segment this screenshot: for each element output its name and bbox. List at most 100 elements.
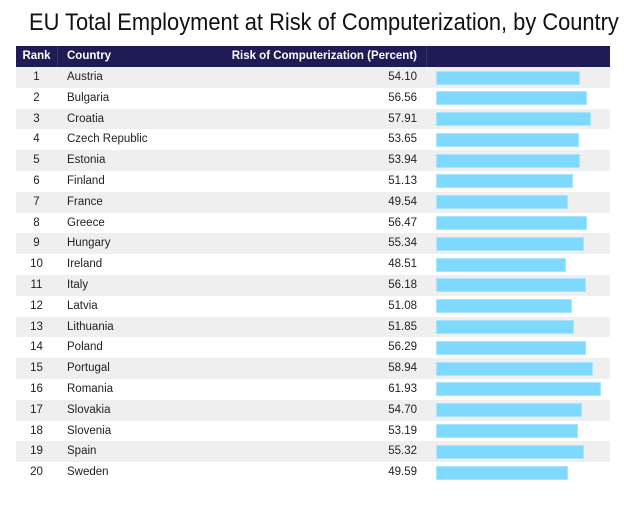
country-cell: Greece [67, 216, 105, 229]
bar-cell [426, 254, 610, 275]
data-table: Rank Country Risk of Computerization (Pe… [16, 46, 610, 483]
bar-cell [426, 421, 610, 442]
value-cell: 56.47 [388, 216, 417, 229]
country-cell: Slovakia [67, 403, 111, 416]
country-cell: Spain [67, 445, 97, 458]
bar [436, 216, 587, 231]
table-row: 12 Latvia 51.08 [16, 296, 610, 317]
table-row: 5 Estonia 53.94 [16, 150, 610, 171]
value-cell: 53.94 [388, 154, 417, 167]
value-cell: 54.70 [388, 403, 417, 416]
country-cell: Finland [67, 174, 105, 187]
bar-cell [426, 109, 610, 130]
value-cell: 55.34 [388, 237, 417, 250]
header-rank: Rank [22, 50, 51, 62]
table-row: 18 Slovenia 53.19 [16, 421, 610, 442]
header-risk: Risk of Computerization (Percent) [231, 50, 417, 62]
rank-cell: 10 [30, 258, 43, 271]
table-row: 16 Romania 61.93 [16, 379, 610, 400]
bar-cell [426, 129, 610, 150]
bar-cell [426, 171, 610, 192]
country-cell: Sweden [67, 466, 109, 479]
value-cell: 51.85 [388, 320, 417, 333]
bar [436, 444, 584, 459]
column-divider [426, 46, 427, 67]
country-cell: Czech Republic [67, 133, 148, 146]
bar-cell [426, 67, 610, 88]
table-row: 2 Bulgaria 56.56 [16, 88, 610, 109]
table-row: 7 France 49.54 [16, 191, 610, 213]
value-cell: 51.13 [388, 174, 417, 187]
table-row: 9 Hungary 55.34 [16, 233, 610, 255]
table-body: 1 Austria 54.10 2 Bulgaria 56.56 3 Croatia 57.91… [16, 67, 610, 483]
value-cell: 53.19 [388, 424, 417, 437]
value-cell: 53.65 [388, 133, 417, 146]
country-cell: France [67, 195, 103, 208]
country-cell: Austria [67, 71, 103, 83]
country-cell: Croatia [67, 112, 105, 125]
rank-cell: 2 [33, 91, 40, 104]
country-cell: Portugal [67, 362, 110, 375]
bar-cell [426, 296, 610, 317]
table-row: 10 Ireland 48.51 [16, 254, 610, 275]
table-row: 14 Poland 56.29 [16, 337, 610, 358]
bar [436, 174, 573, 189]
table-row: 19 Spain 55.32 [16, 441, 610, 463]
bar [436, 236, 584, 251]
table-row: 17 Slovakia 54.70 [16, 399, 610, 421]
header-country: Country [67, 50, 112, 62]
bar [436, 320, 575, 335]
bar-cell [426, 88, 610, 109]
value-cell: 57.91 [388, 112, 417, 125]
bar-cell [426, 213, 610, 234]
bar-cell [426, 379, 610, 400]
bar [436, 278, 586, 293]
rank-cell: 14 [30, 341, 43, 354]
value-cell: 56.56 [388, 91, 417, 104]
bar [436, 403, 583, 418]
column-divider [57, 46, 58, 67]
country-cell: Bulgaria [67, 91, 110, 104]
value-cell: 54.10 [388, 71, 417, 83]
table-row: 3 Croatia 57.91 [16, 108, 610, 130]
table-row: 11 Italy 56.18 [16, 274, 610, 296]
rank-cell: 19 [30, 445, 43, 458]
country-cell: Ireland [67, 258, 103, 271]
bar [436, 257, 566, 272]
bar [436, 340, 587, 355]
rank-cell: 5 [33, 154, 40, 167]
table-row: 4 Czech Republic 53.65 [16, 129, 610, 150]
bar [436, 465, 569, 480]
table-row: 20 Sweden 49.59 [16, 462, 610, 483]
bar [436, 132, 580, 147]
bar-cell [426, 462, 610, 483]
rank-cell: 7 [33, 195, 40, 208]
country-cell: Italy [67, 278, 89, 291]
bar-cell [426, 150, 610, 171]
value-cell: 49.54 [388, 195, 417, 208]
table-row: 1 Austria 54.10 [16, 67, 610, 88]
country-cell: Latvia [67, 299, 98, 312]
value-cell: 56.18 [388, 278, 417, 291]
bar [436, 91, 587, 106]
value-cell: 55.32 [388, 445, 417, 458]
rank-cell: 15 [30, 362, 43, 375]
bar [436, 299, 573, 314]
rank-cell: 18 [30, 424, 43, 437]
country-cell: Estonia [67, 154, 106, 167]
bar [436, 424, 579, 439]
rank-cell: 8 [33, 216, 40, 229]
bar [436, 382, 602, 397]
value-cell: 58.94 [388, 362, 417, 375]
bar [436, 112, 591, 127]
table-row: 15 Portugal 58.94 [16, 358, 610, 379]
table-header: Rank Country Risk of Computerization (Pe… [16, 46, 610, 67]
table-row: 8 Greece 56.47 [16, 213, 610, 234]
value-cell: 49.59 [388, 466, 417, 479]
rank-cell: 1 [33, 71, 40, 83]
table-row: 13 Lithuania 51.85 [16, 316, 610, 338]
value-cell: 51.08 [388, 299, 417, 312]
rank-cell: 9 [33, 237, 40, 250]
bar-cell [426, 337, 610, 358]
country-cell: Slovenia [67, 424, 112, 437]
